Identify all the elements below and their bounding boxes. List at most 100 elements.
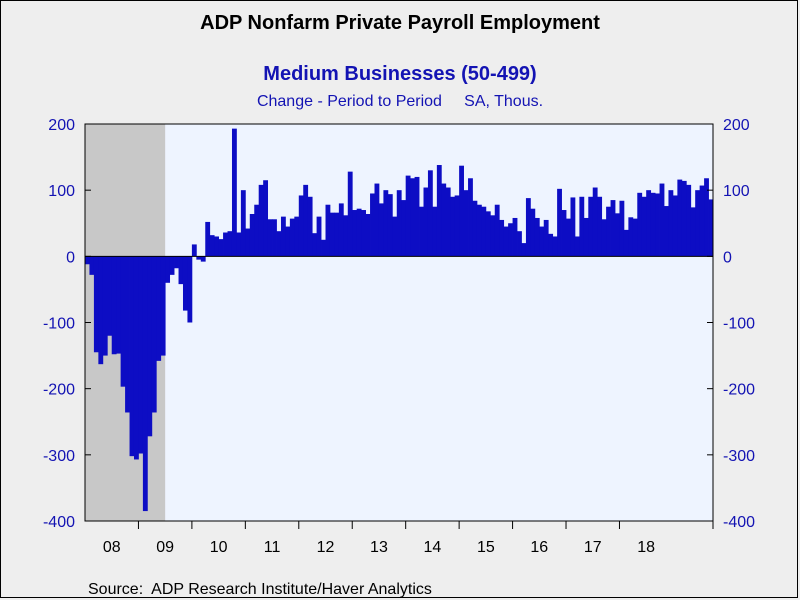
bar [352,210,358,257]
bar [236,232,242,257]
y-tick-label: 200 [48,117,75,134]
bar [445,187,451,257]
bar [231,128,237,257]
bar [615,213,620,257]
bar [597,196,603,257]
x-tick-label: 15 [477,539,495,556]
bar [182,256,188,311]
bar [485,211,491,257]
bar [664,206,669,257]
bar [414,176,420,257]
bar [637,192,643,257]
y-tick-label: -300 [723,448,755,465]
bar [102,256,108,356]
source-note: Source: ADP Research Institute/Haver Ana… [88,581,432,598]
x-tick-label: 13 [370,539,388,556]
y-tick-label: 0 [723,249,732,266]
bar [419,206,424,257]
bar [169,256,175,275]
bar [561,210,567,257]
x-tick-label: 08 [103,539,121,556]
bar [93,256,99,353]
y-tick-label: -200 [723,382,755,399]
bar [214,236,220,257]
bar [240,190,246,257]
bar [690,207,696,257]
bar [396,190,402,257]
y-axis-left: 200 100 0 -100 -200 -300 -400 [43,117,91,531]
bar [294,216,300,257]
bar [601,219,607,257]
y-tick-label: -400 [723,514,755,531]
bar [191,244,197,257]
bar [174,256,179,269]
bar [85,256,90,265]
bar [454,195,460,257]
bar [187,256,193,323]
bar [156,256,162,361]
bar [588,196,594,257]
bar [548,233,554,257]
bar [107,256,113,336]
bar [503,226,509,257]
bar [165,256,171,283]
y-tick-label: 0 [66,249,75,266]
y-tick-label: 100 [723,183,750,200]
bar [708,199,714,257]
bar [405,175,411,257]
bar [699,185,705,257]
bar [125,256,130,413]
bar [280,216,286,257]
bar [570,197,576,257]
bar [677,179,683,257]
bar [632,218,638,257]
bar [321,239,326,257]
bar [218,239,224,257]
bar [463,190,469,257]
bar [138,256,144,454]
x-tick-label: 12 [317,539,335,556]
bar [619,200,625,257]
bar-series [85,128,714,512]
bar [557,188,562,257]
bar [312,233,317,257]
bar [178,256,184,285]
bar [552,236,558,257]
bar [583,217,589,257]
bar [378,203,384,257]
x-tick-label: 11 [264,539,281,556]
bar [610,200,616,257]
bar [628,217,634,257]
bar [606,206,611,257]
y-tick-label: -100 [43,316,75,333]
bar [410,178,415,257]
bar [494,204,500,257]
bar [147,256,153,437]
bar [89,256,95,275]
bar [329,212,335,257]
bar [151,256,157,413]
x-tick-label: 14 [424,539,442,556]
bar [200,256,206,262]
y-tick-label: 200 [723,117,750,134]
bar [459,165,464,257]
bar [111,256,117,355]
bar [490,215,496,257]
bar [298,195,304,257]
bar [129,256,135,457]
bar [539,226,545,257]
bar [258,184,264,257]
bar [334,212,340,257]
chart-subtitle: Medium Businesses (50-499) [263,63,536,85]
bar [285,226,291,257]
bar [655,193,660,257]
x-axis: 08 09 10 11 12 13 14 15 16 17 18 [103,521,714,556]
bar [223,232,228,257]
bar [623,229,629,257]
bar [245,228,251,257]
bar [116,256,122,354]
bar [267,219,273,257]
bar [272,219,277,257]
bar [361,210,366,257]
